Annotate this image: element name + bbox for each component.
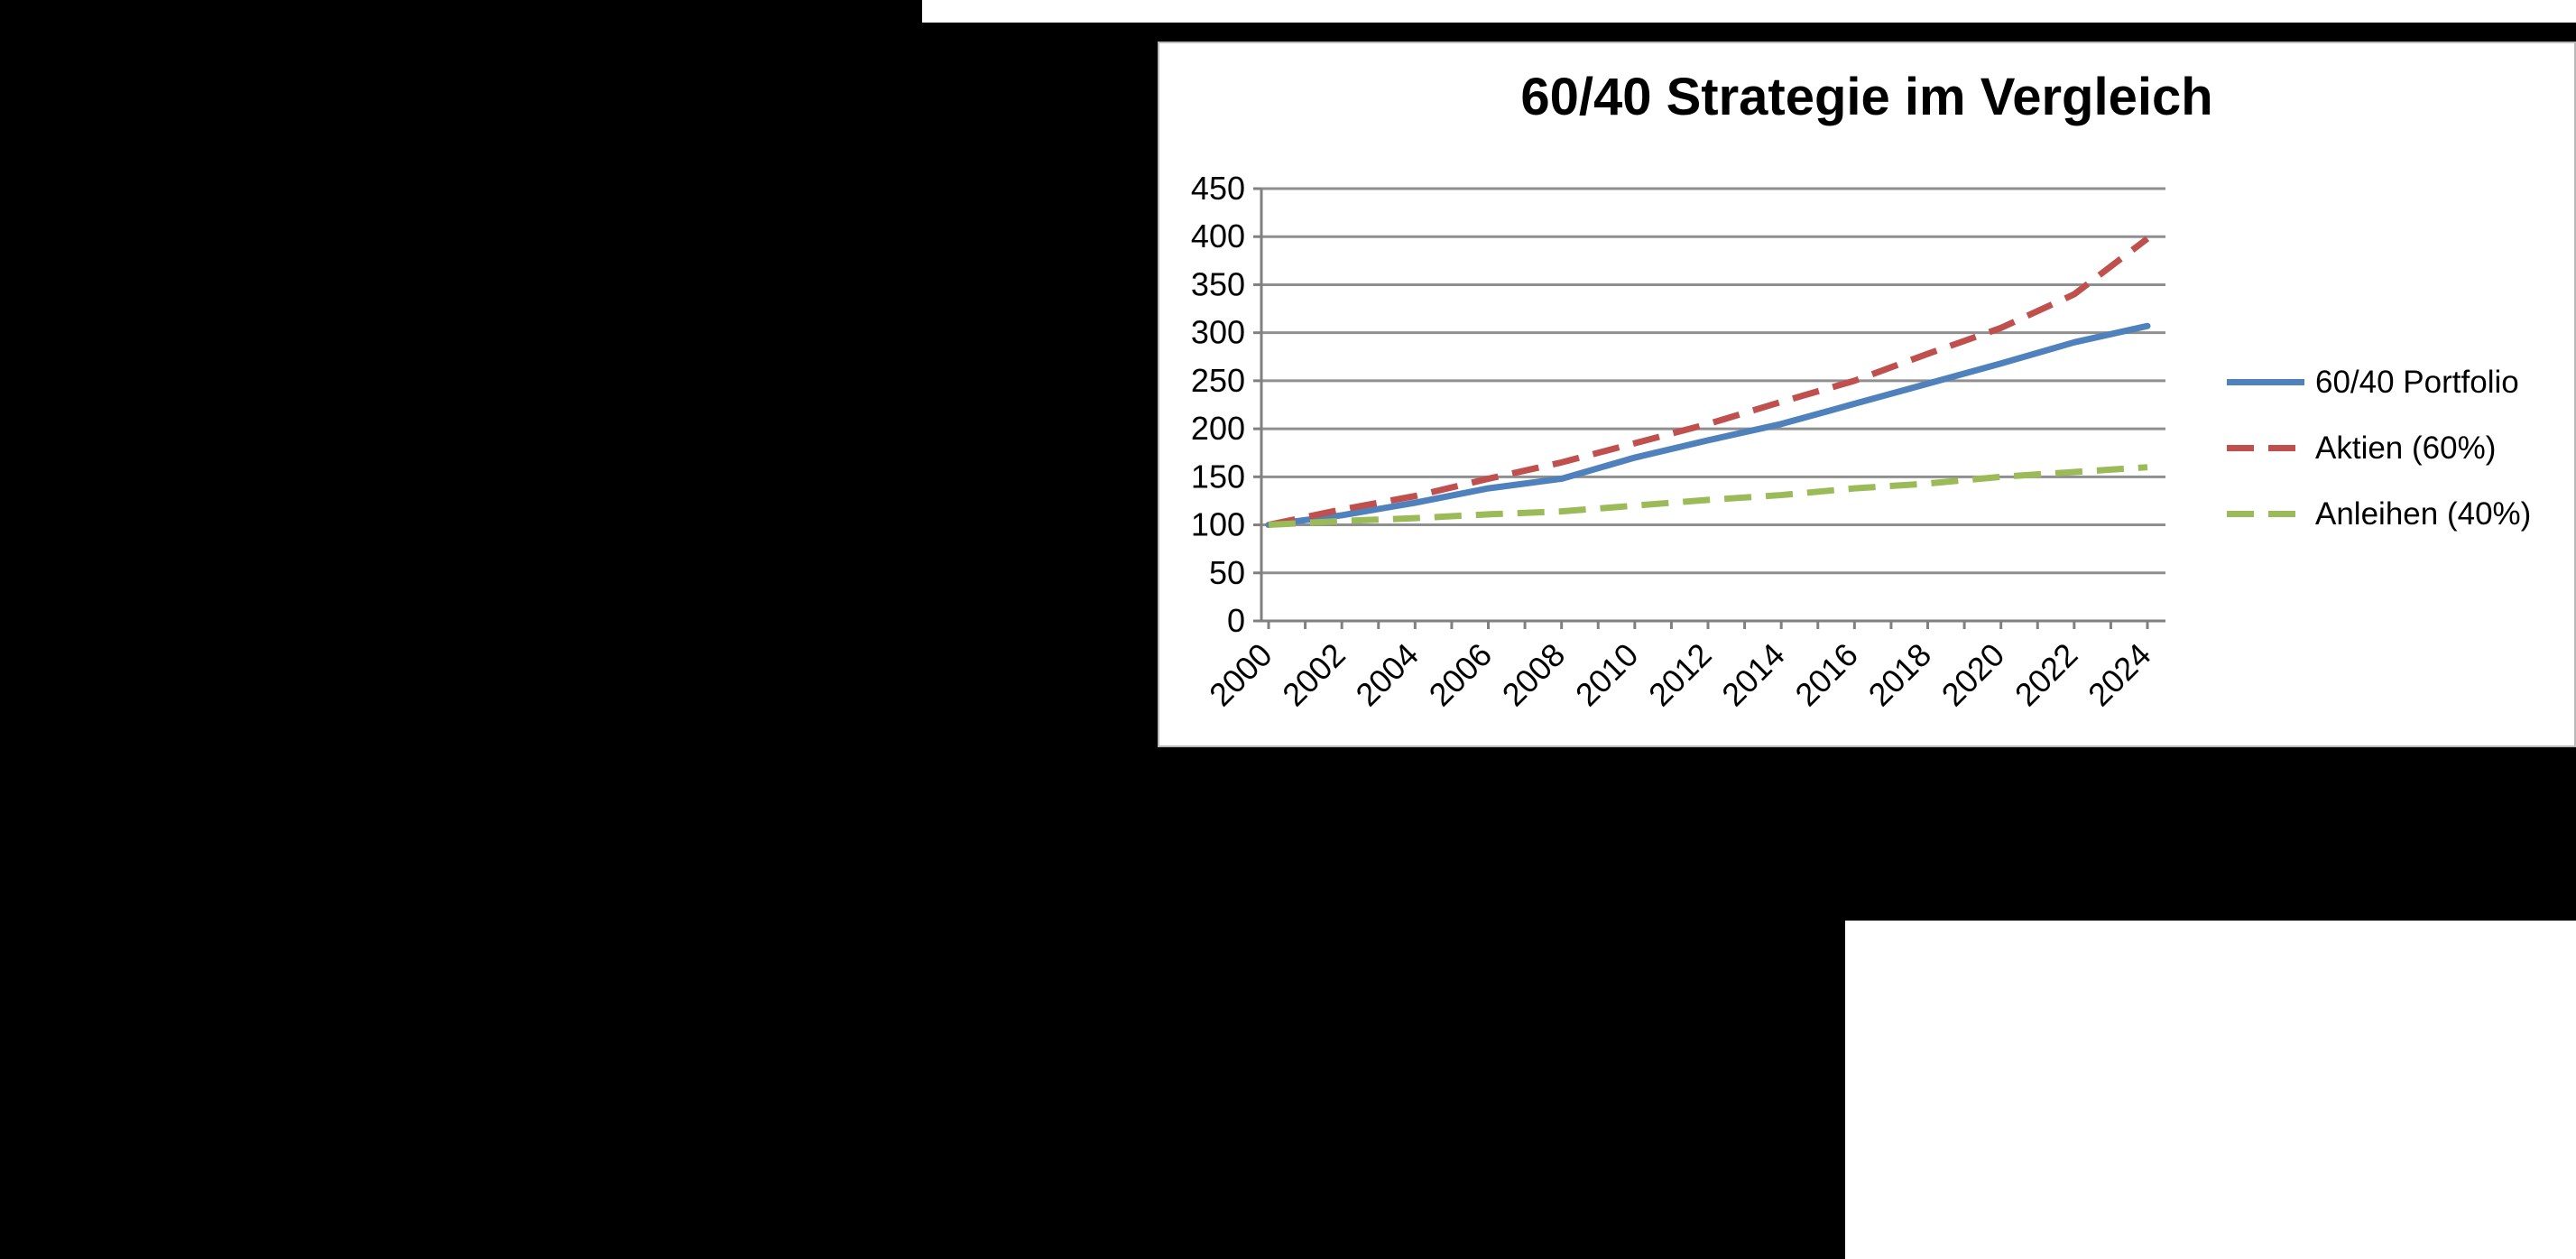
svg-text:50: 50	[1209, 554, 1245, 591]
legend-label-aktien: Aktien (60%)	[2315, 430, 2497, 466]
chart-legend: 60/40 Portfolio Aktien (60%) Anleihen (4…	[2227, 349, 2531, 547]
svg-text:2010: 2010	[1568, 636, 1646, 714]
legend-label-portfolio: 60/40 Portfolio	[2315, 364, 2519, 400]
legend-label-anleihen: Anleihen (40%)	[2315, 495, 2532, 532]
svg-text:2000: 2000	[1202, 636, 1279, 714]
chart-panel: 0 50 100 150 200 250 300 350 400 450 2000 2002 2004 2…	[1158, 42, 2576, 747]
svg-text:2006: 2006	[1422, 636, 1500, 714]
legend-item-portfolio: 60/40 Portfolio	[2227, 349, 2531, 415]
legend-line-sample-aktien	[2227, 445, 2304, 451]
svg-text:2008: 2008	[1495, 636, 1573, 714]
bottom-white-box	[1845, 921, 2576, 1259]
svg-text:250: 250	[1191, 362, 1245, 399]
svg-text:2024: 2024	[2081, 636, 2158, 714]
legend-item-anleihen: Anleihen (40%)	[2227, 481, 2531, 547]
svg-text:2014: 2014	[1714, 636, 1792, 714]
svg-text:2016: 2016	[1787, 636, 1865, 714]
top-white-strip	[922, 0, 2576, 23]
svg-text:0: 0	[1227, 602, 1245, 639]
svg-text:150: 150	[1191, 458, 1245, 495]
svg-text:450: 450	[1191, 170, 1245, 207]
svg-text:2012: 2012	[1641, 636, 1719, 714]
svg-text:2004: 2004	[1348, 636, 1426, 714]
svg-text:2020: 2020	[1934, 636, 2012, 714]
legend-item-aktien: Aktien (60%)	[2227, 415, 2531, 481]
svg-text:400: 400	[1191, 218, 1245, 255]
svg-text:2002: 2002	[1275, 636, 1353, 714]
svg-text:2022: 2022	[2008, 636, 2085, 714]
svg-text:350: 350	[1191, 265, 1245, 302]
legend-line-sample-anleihen	[2227, 511, 2304, 517]
svg-text:300: 300	[1191, 314, 1245, 351]
legend-line-sample-portfolio	[2227, 379, 2304, 385]
svg-text:2018: 2018	[1861, 636, 1939, 714]
svg-text:100: 100	[1191, 506, 1245, 543]
svg-text:200: 200	[1191, 410, 1245, 447]
chart-title: 60/40 Strategie im Vergleich	[1520, 68, 2213, 126]
plot-area: 0501001502002503003504004502000200220042…	[1191, 170, 2165, 714]
